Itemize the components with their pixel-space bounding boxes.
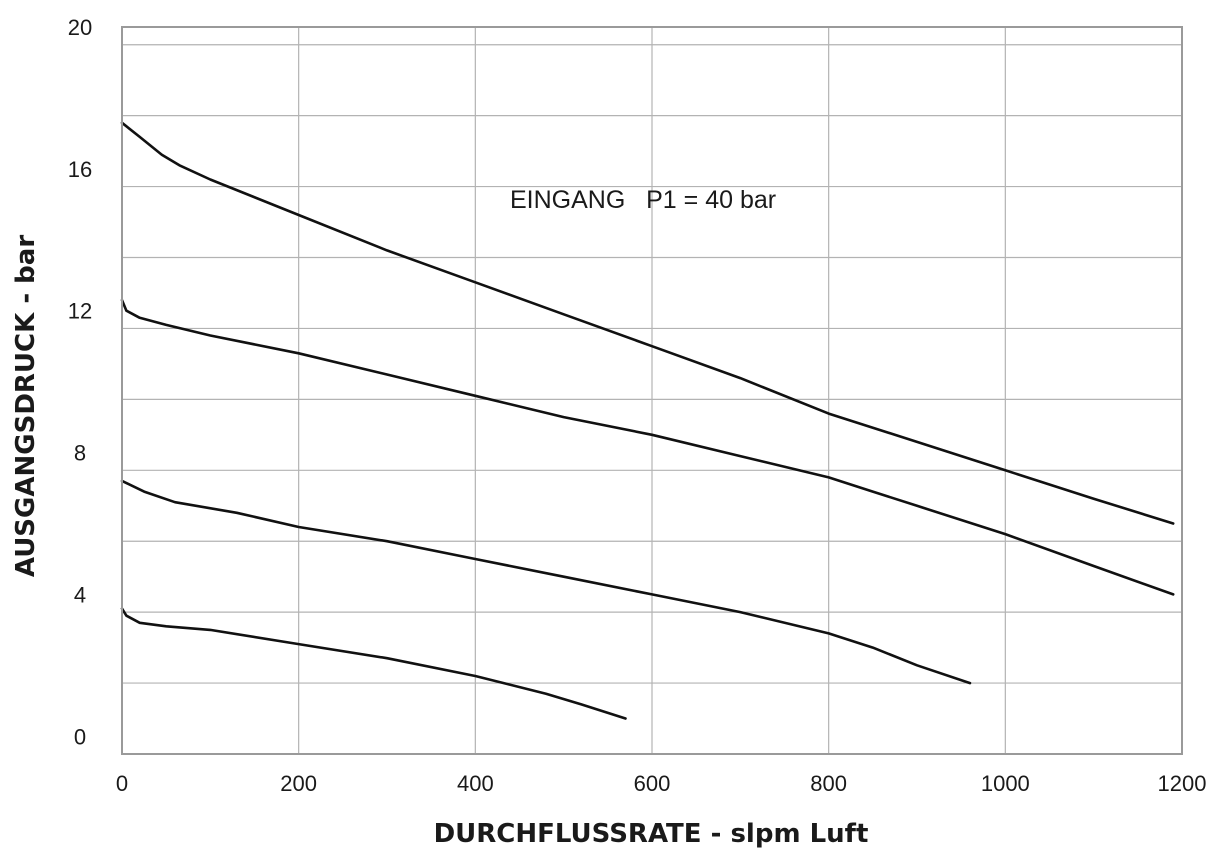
plot-frame (121, 26, 1183, 755)
series-line-1 (120, 121, 1175, 525)
x-tick-labels: 0 200 400 600 800 1000 1200 (116, 771, 1207, 796)
series-line-2 (120, 298, 1175, 596)
x-tick-label: 1200 (1158, 771, 1207, 796)
x-tick-label: 1000 (981, 771, 1030, 796)
y-axis-title: AUSGANGSDRUCK - bar (11, 235, 41, 577)
y-tick-label: 4 (74, 582, 86, 607)
y-tick-label: 8 (74, 441, 86, 466)
y-tick-label: 20 (68, 15, 92, 40)
series-line-4 (120, 607, 627, 720)
y-tick-label: 16 (68, 157, 92, 182)
grid-lines (121, 27, 1183, 754)
x-tick-label: 400 (457, 771, 494, 796)
y-tick-label: 0 (74, 724, 86, 749)
x-tick-label: 600 (634, 771, 671, 796)
y-tick-label: 12 (68, 299, 92, 324)
y-tick-labels: 0 4 8 12 16 20 (68, 15, 92, 749)
x-axis-title: DURCHFLUSSRATE - slpm Luft (434, 819, 869, 849)
series-line-3 (120, 479, 972, 685)
x-tick-label: 800 (810, 771, 847, 796)
inlet-pressure-annotation: EINGANG P1 = 40 bar (510, 186, 776, 214)
series-lines (120, 121, 1175, 720)
x-tick-label: 0 (116, 771, 128, 796)
x-tick-label: 200 (280, 771, 317, 796)
